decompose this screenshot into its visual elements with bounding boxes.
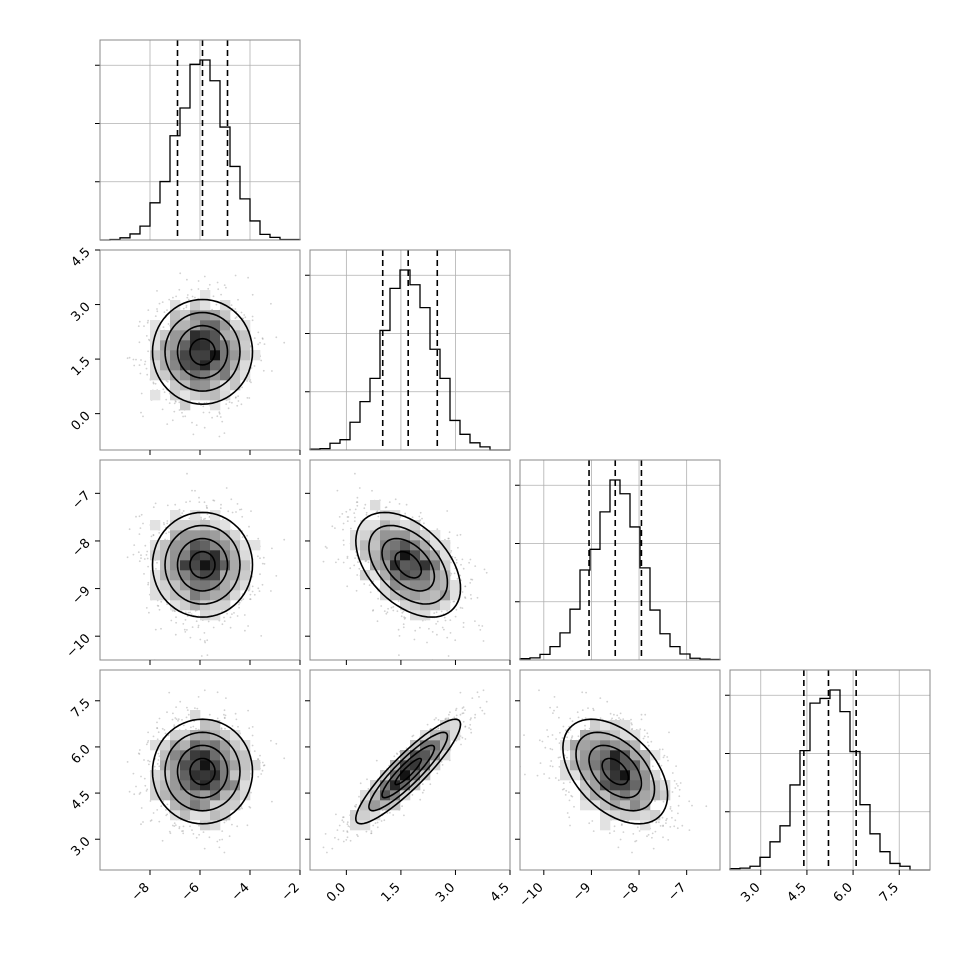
ytick-label-3-2: 6.0 [68,742,93,767]
contour-3-0-3 [151,718,254,825]
hist-step-3 [729,689,930,871]
panel-frame-3-2 [519,669,721,871]
hist-panel-1 [305,249,511,451]
ytick-label-1-0: 0.0 [68,409,93,434]
xtick-label-0-0: −8 [129,880,153,904]
ytick-label-3-1: 4.5 [68,788,93,813]
contour-3-0-0 [189,757,216,786]
contour-2-0-1 [176,537,229,592]
ytick-label-2-3: −7 [69,488,93,512]
panel-2d-content-3-0 [126,689,286,854]
ytick-label-3-0: 3.0 [68,834,93,859]
contour-2-0-0 [189,550,216,579]
xtick-label-1-1: 1.5 [379,880,404,905]
contour-2-1-3 [354,511,462,618]
ytick-label-1-3: 4.5 [68,245,93,270]
contour-3-2-3 [562,718,669,825]
contour-2-1-0 [394,550,423,579]
panel-2d-3-2 [515,669,721,875]
panel-2d-content-2-1 [322,472,488,660]
hist-frame-2 [519,459,721,661]
hist-frame-0 [99,39,301,241]
ytick-label-2-0: −10 [64,631,94,661]
xtick-label-3-0: 3.0 [738,880,763,905]
hist-frame-3 [729,669,931,871]
xtick-label-2-2: −8 [618,880,642,904]
contour-1-0-0 [189,337,216,366]
xtick-label-1-3: 4.5 [488,880,513,905]
contour-2-0-3 [151,511,254,618]
xtick-label-1-2: 3.0 [433,880,458,905]
contour-3-2-1 [588,744,643,799]
contour-2-1-2 [368,524,449,605]
xtick-label-2-3: −7 [665,880,689,904]
contour-2-1-1 [381,537,436,592]
contour-3-1-1 [381,744,436,799]
panel-2d-3-0 [95,669,301,875]
panel-frame-2-1 [309,459,511,661]
panel-2d-content-2-0 [126,472,286,660]
contour-1-0-2 [164,311,241,392]
contour-1-0-3 [151,298,254,406]
panel-2d-3-1 [305,669,511,875]
ytick-label-2-2: −8 [69,536,93,560]
hist-bg-3 [730,670,930,870]
ytick-label-1-1: 1.5 [68,354,93,379]
ytick-label-2-1: −9 [69,584,93,608]
hist-step-0 [100,59,301,241]
contour-2-0-2 [164,524,241,605]
panel-2d-content-3-2 [520,689,708,854]
contour-3-2-2 [575,731,656,812]
hist-panel-3 [725,669,931,871]
hist-panel-0 [95,39,301,241]
hist-frame-1 [309,249,511,451]
hist-panel-2 [515,459,721,661]
ytick-label-3-3: 7.5 [68,696,93,721]
panel-2d-2-1 [305,459,511,665]
contour-3-0-2 [164,731,241,812]
ytick-label-1-2: 3.0 [68,300,93,325]
contour-1-0-1 [176,324,229,379]
panel-2d-1-0 [95,249,301,455]
xtick-label-1-0: 0.0 [324,880,349,905]
panel-2d-content-3-1 [322,689,488,854]
contour-3-0-1 [176,744,229,799]
xtick-label-3-3: 7.5 [877,880,902,905]
xtick-label-0-3: −2 [279,880,303,904]
xtick-label-2-1: −9 [570,880,594,904]
xtick-label-2-0: −10 [517,880,547,910]
panel-2d-content-1-0 [126,272,286,438]
contour-3-1-3 [354,718,462,825]
panel-2d-2-0 [95,459,301,665]
xtick-label-3-1: 4.5 [785,880,810,905]
contour-3-1-2 [368,731,449,812]
xtick-label-0-2: −4 [229,880,253,904]
hist-step-1 [309,269,510,451]
panel-frame-3-1 [309,669,511,871]
xtick-label-3-2: 6.0 [831,880,856,905]
contour-3-1-0 [394,757,423,786]
contour-3-2-0 [601,757,630,786]
hist-step-2 [519,479,721,661]
xtick-label-0-1: −6 [179,880,203,904]
